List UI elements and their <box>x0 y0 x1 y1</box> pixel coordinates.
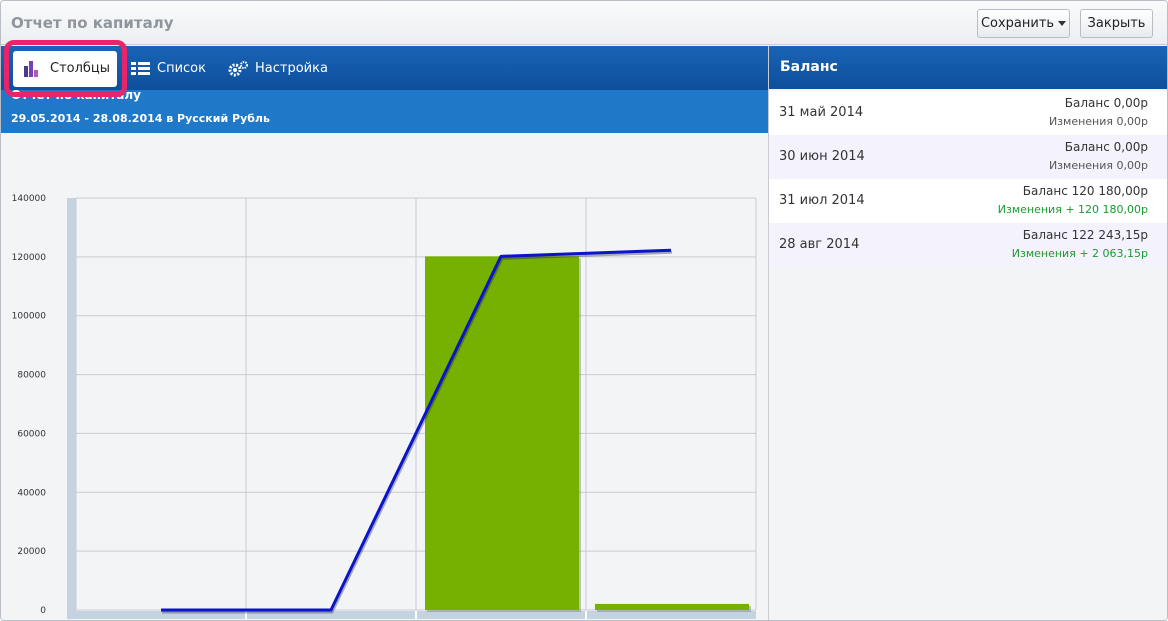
row-balance: Баланс 122 243,15р <box>1022 228 1148 242</box>
y-tick-label: 140000 <box>12 194 47 204</box>
chart-pane: Столбцы Список Настройка Отчет <box>1 46 768 620</box>
tab-list-label: Список <box>157 61 206 76</box>
balance-list: 31 май 2014 Баланс 0,00р Изменения 0,00р… <box>769 91 1167 267</box>
balance-pane: Баланс 31 май 2014 Баланс 0,00р Изменени… <box>768 46 1167 620</box>
list-icon <box>131 62 150 75</box>
row-change-value: 0,00р <box>1116 159 1148 172</box>
x-axis-separator <box>245 611 247 619</box>
tab-settings-label: Настройка <box>255 61 328 76</box>
save-button[interactable]: Сохранить <box>977 9 1070 38</box>
row-change: Изменения + 120 180,00р <box>998 203 1148 216</box>
row-change-value: + 2 063,15р <box>1079 247 1148 260</box>
title-bar: Отчет по капиталу Сохранить Закрыть <box>1 1 1167 45</box>
bar-chart-icon <box>24 61 38 77</box>
row-change: Изменения + 2 063,15р <box>1012 247 1148 260</box>
bar-line-chart: 020000400006000080000100000120000140000м… <box>12 194 757 619</box>
row-balance: Баланс 120 180,00р <box>1022 184 1148 198</box>
row-change-label: Изменения <box>1011 247 1076 260</box>
y-tick-label: 120000 <box>12 253 47 263</box>
x-axis-separator <box>585 611 587 619</box>
row-change-label: Изменения <box>1048 159 1114 172</box>
line-shadow <box>162 250 673 614</box>
chart-header: Отчет по капиталу 29.05.2014 - 28.08.201… <box>1 88 768 133</box>
row-change: Изменения 0,00р <box>1049 115 1148 128</box>
window-title: Отчет по капиталу <box>11 14 174 32</box>
x-axis-separator <box>415 611 417 619</box>
tab-bars[interactable]: Столбцы <box>13 51 117 87</box>
chart-area: 020000400006000080000100000120000140000м… <box>1 133 768 620</box>
row-change: Изменения 0,00р <box>1049 159 1148 172</box>
y-tick-label: 60000 <box>17 429 46 439</box>
y-tick-label: 20000 <box>17 547 46 557</box>
row-change-label: Изменения <box>1048 115 1114 128</box>
chevron-down-icon <box>1058 21 1067 26</box>
chart-title: Отчет по капиталу <box>11 88 141 102</box>
bar <box>595 603 749 610</box>
list-item[interactable]: 31 июл 2014 Баланс 120 180,00р Изменения… <box>769 179 1167 223</box>
row-change-label: Изменения <box>997 203 1062 216</box>
list-item[interactable]: 31 май 2014 Баланс 0,00р Изменения 0,00р <box>769 91 1167 135</box>
tab-bars-label: Столбцы <box>50 61 111 76</box>
save-button-label: Сохранить <box>980 16 1055 31</box>
y-axis-strip <box>67 198 76 618</box>
row-date: 31 май 2014 <box>779 105 864 120</box>
gears-icon <box>228 61 248 77</box>
row-date: 31 июл 2014 <box>779 193 865 208</box>
close-button[interactable]: Закрыть <box>1080 9 1153 38</box>
view-toolbar: Столбцы Список Настройка <box>1 46 768 90</box>
row-balance: Баланс 0,00р <box>1064 96 1148 110</box>
row-balance: Баланс 0,00р <box>1064 140 1148 154</box>
row-change-value: 0,00р <box>1116 115 1148 128</box>
y-tick-label: 100000 <box>12 312 47 322</box>
row-date: 28 авг 2014 <box>779 237 860 252</box>
list-item[interactable]: 30 июн 2014 Баланс 0,00р Изменения 0,00р <box>769 135 1167 179</box>
y-tick-label: 40000 <box>17 488 46 498</box>
chart-subtitle: 29.05.2014 - 28.08.2014 в Русский Рубль <box>11 112 270 125</box>
tab-settings[interactable]: Настройка <box>227 54 328 84</box>
y-tick-label: 0 <box>40 606 46 616</box>
list-item[interactable]: 28 авг 2014 Баланс 122 243,15р Изменения… <box>769 223 1167 267</box>
tab-list[interactable]: Список <box>131 54 211 84</box>
bar <box>425 256 579 610</box>
balance-header: Баланс <box>769 46 1167 89</box>
row-date: 30 июн 2014 <box>779 149 865 164</box>
y-tick-label: 80000 <box>17 371 46 381</box>
line-series <box>161 248 672 612</box>
row-change-value: + 120 180,00р <box>1065 203 1148 216</box>
x-axis-strip <box>67 611 756 619</box>
